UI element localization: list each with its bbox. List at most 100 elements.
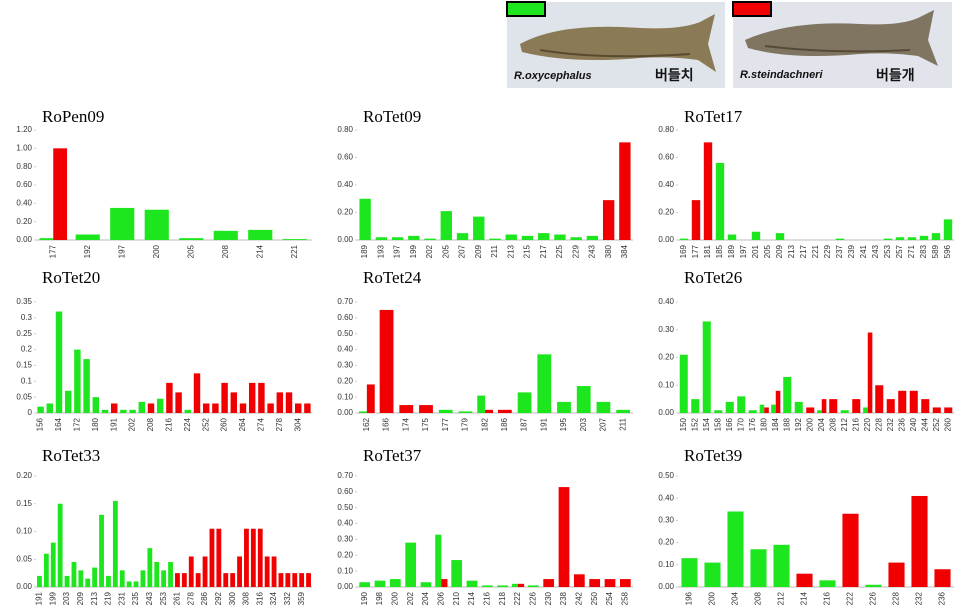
bar xyxy=(895,237,905,240)
bar xyxy=(537,354,552,413)
species-name: R.oxycephalus xyxy=(514,70,592,82)
bar xyxy=(907,237,917,240)
bar xyxy=(193,373,201,413)
bar xyxy=(570,237,582,240)
x-tick-label: 164 xyxy=(54,417,63,431)
y-tick-label: 0.00 xyxy=(16,235,32,244)
y-tick-label: 0.20 xyxy=(337,208,353,217)
bar xyxy=(796,573,813,587)
bar xyxy=(619,142,631,240)
bar xyxy=(543,579,555,587)
y-tick-label: 0.10 xyxy=(337,566,353,575)
species-name: R.steindachneri xyxy=(740,69,823,81)
x-tick-label: 150 xyxy=(679,417,688,431)
bar xyxy=(85,578,91,587)
bar xyxy=(248,382,256,413)
x-tick-label: 278 xyxy=(275,417,284,431)
y-tick-label: 0.15 xyxy=(16,361,32,370)
x-tick-label: 170 xyxy=(736,417,745,431)
bar xyxy=(481,585,493,587)
x-tick-label: 180 xyxy=(759,417,768,431)
x-tick-label: 203 xyxy=(579,417,588,431)
y-tick-label: 0.05 xyxy=(16,554,32,563)
x-tick-label: 252 xyxy=(932,417,941,431)
x-tick-label: 216 xyxy=(823,591,832,605)
bar xyxy=(451,560,463,587)
bar xyxy=(727,511,744,587)
x-tick-label: 205 xyxy=(441,244,450,258)
x-tick-label: 220 xyxy=(863,417,872,431)
bar xyxy=(74,349,81,413)
x-tick-label: 197 xyxy=(393,244,402,258)
y-tick-label: 0.40 xyxy=(658,180,674,189)
bar xyxy=(875,385,884,413)
bar xyxy=(865,584,882,587)
x-tick-label: 254 xyxy=(605,591,614,605)
bar xyxy=(37,406,44,413)
y-tick-label: 0.40 xyxy=(658,297,674,306)
y-tick-label: 0.20 xyxy=(337,550,353,559)
bar xyxy=(299,573,305,587)
bar xyxy=(821,399,827,413)
bar xyxy=(64,390,72,413)
x-tick-label: 316 xyxy=(255,591,264,605)
bar xyxy=(129,409,136,413)
bar xyxy=(829,399,838,413)
bar xyxy=(389,579,401,587)
x-tick-label: 200 xyxy=(152,244,161,258)
x-tick-label: 232 xyxy=(915,591,924,605)
bar xyxy=(179,238,204,240)
y-tick-label: 0.05 xyxy=(16,392,32,401)
bar xyxy=(391,237,404,240)
bar xyxy=(138,401,146,413)
x-tick-label: 264 xyxy=(238,417,247,431)
x-tick-label: 198 xyxy=(375,591,384,605)
y-tick-label: 0.60 xyxy=(16,180,32,189)
bar xyxy=(817,410,822,413)
y-tick-label: 0.20 xyxy=(16,471,32,480)
x-tick-label: 185 xyxy=(715,244,724,258)
x-tick-label: 200 xyxy=(390,591,399,605)
x-tick-label: 166 xyxy=(725,417,734,431)
x-tick-label: 207 xyxy=(599,417,608,431)
bar xyxy=(679,238,689,240)
bar xyxy=(144,209,169,240)
x-tick-label: 239 xyxy=(847,244,856,258)
y-tick-label: 0.40 xyxy=(16,198,32,207)
x-tick-label: 236 xyxy=(897,417,906,431)
bar xyxy=(57,503,63,587)
bar xyxy=(911,495,928,587)
x-tick-label: 177 xyxy=(48,244,57,258)
x-tick-label: 237 xyxy=(835,244,844,258)
bar xyxy=(819,580,836,587)
y-tick-label: 0.30 xyxy=(658,325,674,334)
x-tick-label: 205 xyxy=(763,244,772,258)
legend-swatch xyxy=(506,1,546,17)
x-tick-label: 332 xyxy=(283,591,292,605)
bar xyxy=(278,573,284,587)
x-tick-label: 589 xyxy=(931,244,940,258)
x-tick-label: 204 xyxy=(817,417,826,431)
x-tick-label: 202 xyxy=(128,417,137,431)
x-tick-label: 359 xyxy=(297,591,306,605)
bar xyxy=(244,528,249,587)
bar xyxy=(725,401,734,413)
bar xyxy=(37,575,42,587)
x-tick-label: 186 xyxy=(500,417,509,431)
bar xyxy=(276,392,284,413)
x-tick-label: 228 xyxy=(892,591,901,605)
x-tick-label: 189 xyxy=(727,244,736,258)
bar xyxy=(92,567,98,587)
x-tick-label: 225 xyxy=(555,244,564,258)
bar xyxy=(616,409,631,413)
x-tick-label: 219 xyxy=(104,591,113,605)
y-tick-label: 0.60 xyxy=(658,153,674,162)
bar xyxy=(221,382,228,413)
x-tick-label: 197 xyxy=(117,244,126,258)
bar xyxy=(359,198,371,240)
y-tick-label: 0.20 xyxy=(658,208,674,217)
y-tick-label: 0.00 xyxy=(658,235,674,244)
x-tick-label: 261 xyxy=(173,591,182,605)
x-tick-label: 384 xyxy=(620,244,629,258)
